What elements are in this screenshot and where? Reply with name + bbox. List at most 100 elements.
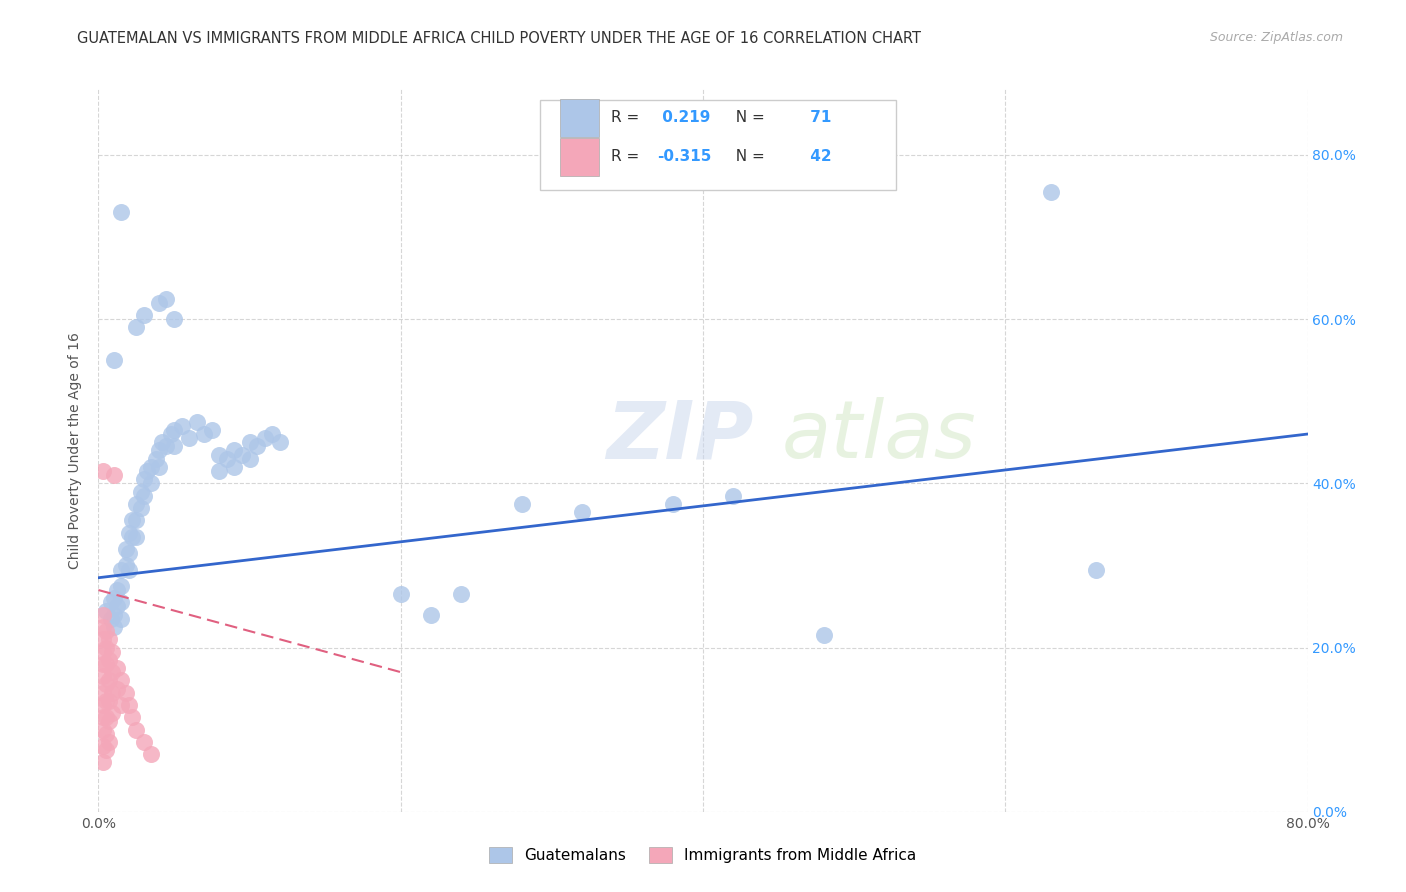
Point: [723, 489, 745, 503]
Point: [510, 497, 533, 511]
Point: [98, 673, 121, 688]
Point: [155, 292, 177, 306]
Point: [91, 698, 114, 712]
Point: [103, 620, 125, 634]
Point: [101, 686, 124, 700]
Point: [201, 423, 224, 437]
Point: [94, 657, 117, 671]
Point: [101, 706, 124, 721]
Point: [121, 710, 143, 724]
Point: [110, 579, 132, 593]
Legend: Guatemalans, Immigrants from Middle Africa: Guatemalans, Immigrants from Middle Afri…: [482, 839, 924, 871]
Point: [150, 435, 173, 450]
Point: [118, 525, 141, 540]
Point: [118, 546, 141, 560]
Point: [91, 756, 114, 770]
Point: [91, 739, 114, 753]
Point: [1085, 562, 1108, 576]
Point: [450, 587, 472, 601]
Point: [661, 497, 683, 511]
Point: [94, 727, 117, 741]
Point: [160, 427, 183, 442]
Point: [105, 582, 128, 597]
Point: [101, 645, 124, 659]
Point: [103, 591, 125, 606]
Point: [118, 698, 141, 712]
Point: [110, 698, 132, 712]
Point: [94, 710, 117, 724]
Point: [118, 562, 141, 576]
Point: [163, 423, 186, 437]
Point: [155, 439, 177, 453]
Point: [129, 500, 152, 515]
Point: [571, 505, 593, 519]
Point: [141, 476, 163, 491]
Point: [389, 587, 412, 601]
Point: [420, 607, 443, 622]
Point: [125, 497, 148, 511]
Point: [100, 595, 122, 609]
Point: [105, 599, 128, 614]
Text: N =: N =: [725, 150, 769, 164]
Point: [148, 443, 170, 458]
Point: [98, 653, 121, 667]
Point: [125, 723, 148, 737]
Point: [132, 472, 155, 486]
Point: [91, 686, 114, 700]
Text: R =: R =: [612, 150, 644, 164]
Point: [91, 669, 114, 683]
Point: [94, 640, 117, 655]
Point: [179, 431, 201, 445]
Point: [132, 735, 155, 749]
Point: [114, 541, 136, 556]
Point: [813, 628, 835, 642]
Point: [94, 603, 117, 617]
Point: [125, 530, 148, 544]
Point: [105, 681, 128, 696]
Text: N =: N =: [725, 111, 769, 126]
Point: [239, 435, 262, 450]
Point: [125, 513, 148, 527]
Text: GUATEMALAN VS IMMIGRANTS FROM MIDDLE AFRICA CHILD POVERTY UNDER THE AGE OF 16 CO: GUATEMALAN VS IMMIGRANTS FROM MIDDLE AFR…: [77, 31, 921, 46]
Point: [262, 427, 284, 442]
Point: [101, 665, 124, 680]
Point: [163, 439, 186, 453]
Point: [91, 657, 114, 671]
Point: [208, 464, 231, 478]
Point: [170, 418, 193, 433]
Point: [94, 624, 117, 639]
Point: [141, 747, 163, 762]
Point: [132, 489, 155, 503]
Point: [215, 451, 238, 466]
Point: [98, 632, 121, 647]
Point: [145, 451, 167, 466]
Point: [94, 743, 117, 757]
Point: [91, 632, 114, 647]
Point: [208, 448, 231, 462]
Point: [94, 694, 117, 708]
Point: [105, 661, 128, 675]
Point: [110, 562, 132, 576]
Point: [125, 320, 148, 334]
Text: 71: 71: [804, 111, 831, 126]
Point: [135, 464, 157, 478]
Point: [121, 513, 143, 527]
FancyBboxPatch shape: [561, 99, 599, 136]
Y-axis label: Child Poverty Under the Age of 16: Child Poverty Under the Age of 16: [69, 332, 83, 569]
Point: [269, 435, 291, 450]
Point: [98, 714, 121, 729]
Point: [224, 443, 246, 458]
Point: [193, 427, 215, 442]
Point: [100, 612, 122, 626]
Point: [132, 308, 155, 322]
Point: [114, 558, 136, 573]
Point: [94, 677, 117, 691]
Point: [224, 459, 246, 474]
Text: 42: 42: [804, 150, 831, 164]
Point: [246, 439, 269, 453]
Point: [91, 464, 114, 478]
Text: R =: R =: [612, 111, 644, 126]
Point: [239, 451, 262, 466]
Point: [163, 312, 186, 326]
Point: [103, 607, 125, 622]
